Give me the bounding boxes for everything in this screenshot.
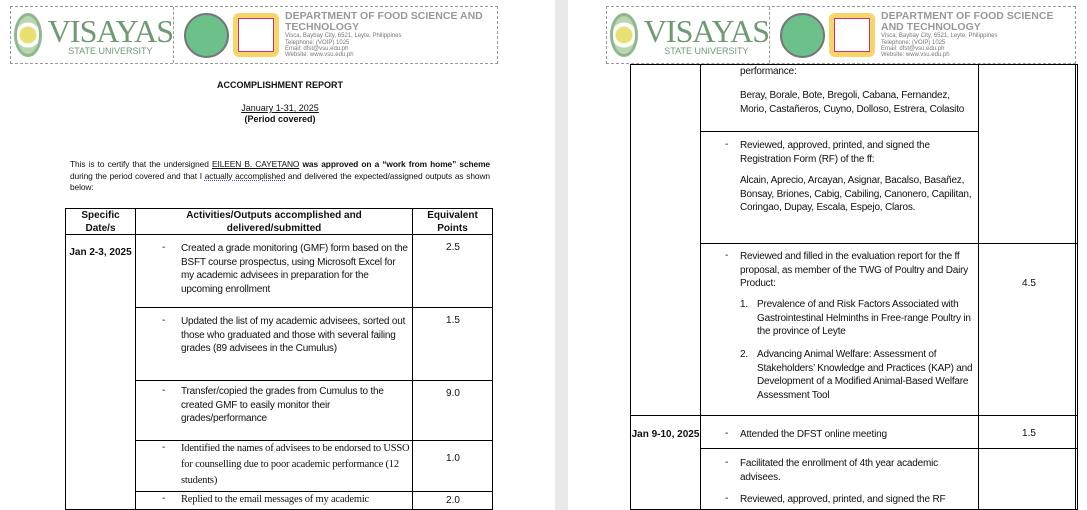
department-block: DEPARTMENT OF FOOD SCIENCE AND TECHNOLOG…	[174, 7, 497, 63]
department-logo-icon	[233, 13, 279, 57]
points-value: 4.5	[1022, 278, 1036, 289]
document-page-2: VISAYAS STATE UNIVERSITY DEPARTMENT OF FO…	[568, 0, 1087, 510]
accomplishment-table-continued: performance: Beray, Borale, Bote, Bregol…	[630, 64, 1078, 510]
header-activities: Activities/Outputs accomplished and deli…	[135, 208, 413, 235]
department-logo-icon	[829, 13, 875, 57]
report-period: January 1-31, 2025	[241, 103, 319, 113]
activity-row: - Replied to the email messages of my ac…	[135, 491, 413, 510]
document-page-1: VISAYAS STATE UNIVERSITY DEPARTMENT OF FO…	[0, 0, 555, 510]
accomplishment-table: Specific Date/s Activities/Outputs accom…	[65, 208, 493, 510]
letterhead: VISAYAS STATE UNIVERSITY DEPARTMENT OF FO…	[606, 6, 1076, 64]
header-points: Equivalent Points	[412, 208, 493, 235]
letterhead: VISAYAS STATE UNIVERSITY DEPARTMENT OF FO…	[10, 6, 498, 64]
points-value: 1.0	[446, 453, 460, 464]
points-value: 1.5	[446, 315, 460, 326]
university-wordmark: VISAYAS STATE UNIVERSITY	[643, 12, 770, 56]
header-date: Specific Date/s	[65, 208, 136, 235]
university-seal-icon	[610, 13, 638, 57]
certification-text: This is to certify that the undersigned …	[70, 159, 490, 192]
activity-row: - Updated the list of my academic advise…	[135, 307, 413, 381]
points-value: 1.5	[1022, 428, 1036, 439]
department-info: DEPARTMENT OF FOOD SCIENCE AND TECHNOLOG…	[285, 10, 483, 59]
activity-row: - Reviewed, approved, printed, and signe…	[700, 131, 979, 244]
proposal-item: Advancing Animal Welfare: Assessment of …	[757, 349, 973, 401]
department-block: DEPARTMENT OF FOOD SCIENCE AND TECHNOLOG…	[770, 7, 1075, 63]
department-info: DEPARTMENT OF FOOD SCIENCE AND TECHNOLOG…	[881, 10, 1054, 59]
proposal-item: Prevalence of and Risk Factors Associate…	[757, 299, 971, 337]
activity-row: - Transfer/copied the grades from Cumulu…	[135, 380, 413, 441]
university-logo-block: VISAYAS STATE UNIVERSITY	[607, 7, 770, 63]
points-value: 2.0	[446, 495, 460, 506]
period-label: (Period covered)	[244, 114, 316, 124]
college-logo-icon	[780, 12, 825, 58]
activity-row: - Created a grade monitoring (GMF) form …	[135, 234, 413, 308]
activity-row: - Attended the DFST online meeting	[700, 415, 979, 449]
university-seal-icon	[14, 13, 42, 57]
report-title: ACCOMPLISHMENT REPORT	[217, 80, 343, 90]
activity-row: performance: Beray, Borale, Bote, Bregol…	[700, 64, 979, 132]
activity-row: - Reviewed and filled in the evaluation …	[700, 243, 979, 416]
points-value: 9.0	[446, 388, 460, 399]
activity-row: - Facilitated the enrollment of 4th year…	[700, 448, 979, 510]
activity-row: - Identified the names of advisees to be…	[135, 440, 413, 492]
points-value: 2.5	[446, 242, 460, 253]
date-cell: Jan 9-10, 2025	[630, 415, 701, 510]
university-logo-block: VISAYAS STATE UNIVERSITY	[11, 7, 174, 63]
date-cell: Jan 2-3, 2025	[65, 234, 136, 510]
university-wordmark: VISAYAS STATE UNIVERSITY	[47, 12, 174, 56]
college-logo-icon	[184, 12, 229, 58]
